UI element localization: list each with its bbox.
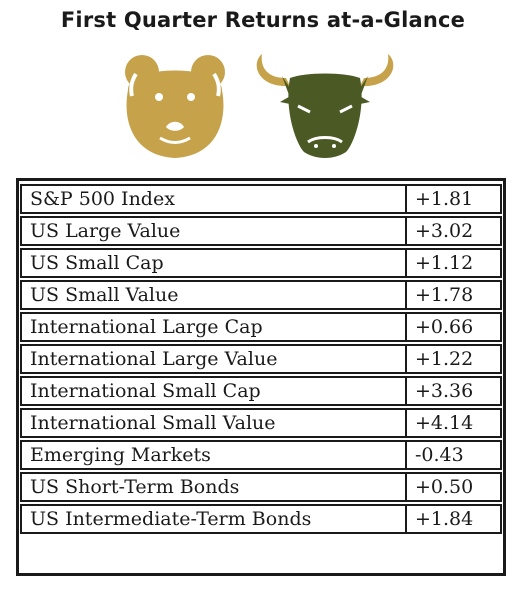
fund-name: US Small Value — [20, 280, 406, 310]
mascots — [125, 54, 394, 158]
fund-return: +4.14 — [406, 408, 502, 438]
fund-return: -0.43 — [406, 440, 502, 470]
table-row: US Intermediate-Term Bonds +1.84 — [20, 504, 502, 534]
fund-return: +1.22 — [406, 344, 502, 374]
fund-name: US Large Value — [20, 216, 406, 246]
table-row: International Large Cap +0.66 — [20, 312, 502, 342]
table-row: International Large Value +1.22 — [20, 344, 502, 374]
fund-return: +0.50 — [406, 472, 502, 502]
table-row: International Small Cap +3.36 — [20, 376, 502, 406]
table-frame — [16, 178, 506, 576]
fund-name: International Small Cap — [20, 376, 406, 406]
fund-name: Emerging Markets — [20, 440, 406, 470]
table-row: US Short-Term Bonds +0.50 — [20, 472, 502, 502]
bear-icon — [125, 55, 225, 158]
table-row: Emerging Markets -0.43 — [20, 440, 502, 470]
table-row: US Small Cap +1.12 — [20, 248, 502, 278]
fund-name: International Small Value — [20, 408, 406, 438]
fund-return: +1.81 — [406, 184, 502, 214]
fund-return: +1.84 — [406, 504, 502, 534]
table-row: US Large Value +3.02 — [20, 216, 502, 246]
fund-name: US Short-Term Bonds — [20, 472, 406, 502]
fund-name: S&P 500 Index — [20, 184, 406, 214]
fund-return: +0.66 — [406, 312, 502, 342]
fund-return: +3.02 — [406, 216, 502, 246]
fund-name: US Small Cap — [20, 248, 406, 278]
fund-return: +1.12 — [406, 248, 502, 278]
table-row: S&P 500 Index +1.81 — [20, 184, 502, 214]
fund-name: International Large Cap — [20, 312, 406, 342]
fund-name: International Large Value — [20, 344, 406, 374]
fund-return: +1.78 — [406, 280, 502, 310]
page-title: First Quarter Returns at-a-Glance — [60, 8, 466, 32]
table-row: US Small Value +1.78 — [20, 280, 502, 310]
fund-return: +3.36 — [406, 376, 502, 406]
returns-table: S&P 500 Index +1.81 US Large Value +3.02 U… — [20, 182, 502, 536]
bull-icon — [256, 54, 394, 158]
fund-name: US Intermediate-Term Bonds — [20, 504, 406, 534]
table-row: International Small Value +4.14 — [20, 408, 502, 438]
